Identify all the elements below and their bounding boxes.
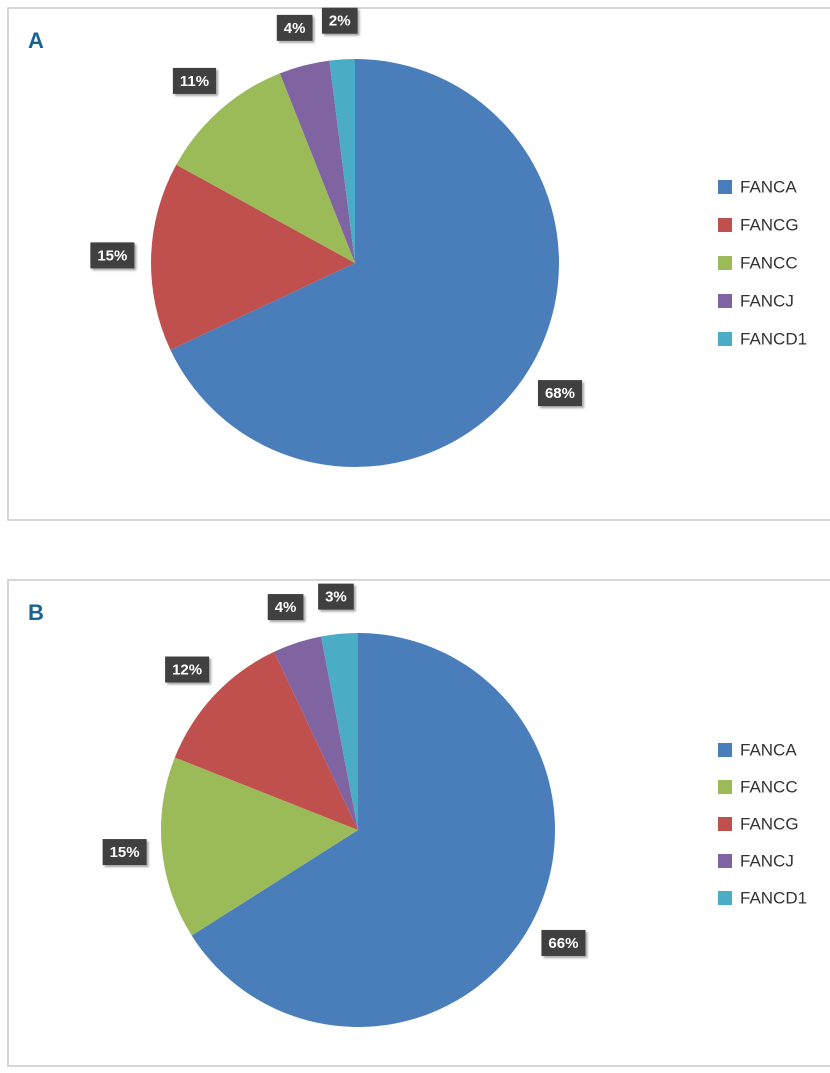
- data-label: 2%: [321, 7, 358, 34]
- data-label-box: [541, 929, 586, 956]
- legend-label: FANCJ: [740, 851, 794, 870]
- panel-border: [7, 579, 830, 1067]
- panel-label: B: [28, 600, 44, 625]
- legend-label: FANCJ: [740, 291, 794, 310]
- data-label: 4%: [276, 14, 313, 41]
- data-label-box: [90, 242, 135, 269]
- legend-label: FANCA: [740, 177, 797, 196]
- data-label: 12%: [165, 656, 210, 683]
- legend-swatch: [718, 180, 732, 194]
- data-label-text: 12%: [172, 661, 202, 678]
- data-label: 15%: [90, 242, 135, 269]
- data-label-text: 11%: [180, 73, 209, 90]
- data-label-text: 15%: [97, 247, 127, 264]
- panel-border: [7, 7, 830, 521]
- legend-label: FANCC: [740, 777, 798, 796]
- data-label-text: 3%: [325, 589, 347, 606]
- data-label: 15%: [102, 839, 147, 866]
- legend-swatch: [718, 743, 732, 757]
- legend-swatch: [718, 256, 732, 270]
- legend-label: FANCG: [740, 814, 799, 833]
- data-label: 11%: [172, 67, 217, 94]
- legend-swatch: [718, 780, 732, 794]
- data-label-text: 15%: [110, 844, 140, 861]
- pie-slice: [161, 757, 358, 936]
- pie-slice: [329, 59, 355, 263]
- legend-label: FANCD1: [740, 329, 807, 348]
- data-label-box: [172, 67, 217, 94]
- legend-swatch: [718, 218, 732, 232]
- data-label-box: [318, 583, 354, 610]
- legend-swatch: [718, 332, 732, 346]
- data-label: 68%: [537, 380, 582, 407]
- pie-slice: [321, 633, 358, 830]
- data-label-box: [102, 839, 147, 866]
- data-label-text: 68%: [545, 385, 575, 402]
- pie-slice: [274, 636, 358, 830]
- pie-slice: [151, 164, 355, 350]
- data-label-box: [321, 7, 358, 34]
- legend-swatch: [718, 294, 732, 308]
- pie-slice: [176, 73, 355, 264]
- data-label-box: [165, 656, 210, 683]
- panel-label: A: [28, 28, 44, 53]
- data-label-text: 66%: [548, 935, 578, 952]
- legend-label: FANCA: [740, 740, 797, 759]
- data-label-box: [267, 594, 304, 621]
- pie-slice: [174, 651, 358, 830]
- data-label-text: 4%: [284, 20, 306, 37]
- pie-slice: [279, 60, 355, 264]
- data-label-box: [537, 380, 582, 407]
- data-label-box: [276, 14, 313, 41]
- legend-label: FANCG: [740, 215, 799, 234]
- legend-swatch: [718, 817, 732, 831]
- data-label-text: 4%: [275, 599, 297, 616]
- legend-label: FANCC: [740, 253, 798, 272]
- data-label-text: 2%: [329, 13, 351, 30]
- legend-swatch: [718, 891, 732, 905]
- data-label: 3%: [318, 583, 354, 610]
- legend-swatch: [718, 854, 732, 868]
- data-label: 4%: [267, 594, 304, 621]
- data-label: 66%: [541, 929, 586, 956]
- pie-slice: [191, 633, 556, 1027]
- legend-label: FANCD1: [740, 888, 807, 907]
- pie-slice: [170, 59, 559, 468]
